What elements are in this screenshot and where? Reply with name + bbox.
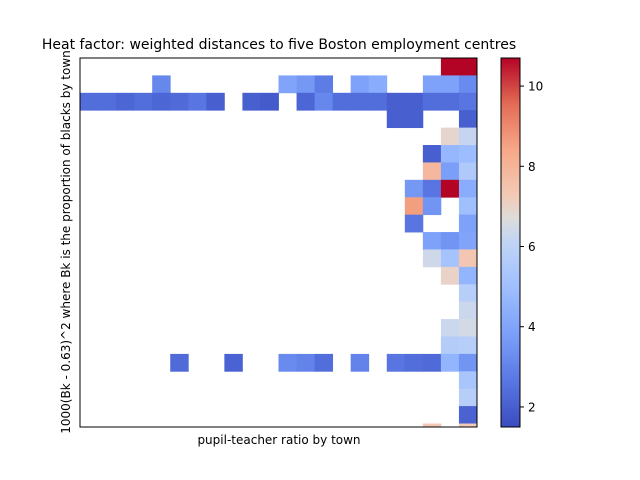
heatmap-cell xyxy=(296,353,315,372)
heatmap-cell xyxy=(404,197,424,216)
heatmap-cell xyxy=(386,110,406,129)
heatmap-cell xyxy=(422,249,442,268)
heatmap-cell xyxy=(350,75,370,94)
heatmap-cell xyxy=(116,92,135,111)
heatmap-cell xyxy=(224,353,243,372)
heatmap-cell xyxy=(260,92,279,111)
heatmap-cell xyxy=(368,75,388,94)
heatmap-cell xyxy=(458,406,478,424)
heatmap-cell xyxy=(458,423,478,427)
heatmap-cell xyxy=(296,92,315,111)
heatmap-cell xyxy=(404,179,424,198)
heatmap-cell xyxy=(404,353,424,372)
heatmap-cell xyxy=(242,92,261,111)
heatmap-cell xyxy=(440,162,460,181)
heatmap-cell xyxy=(458,162,478,181)
heatmap-cell xyxy=(458,58,478,76)
heatmap-cell xyxy=(170,92,189,111)
y-axis-label: 1000(Bk - 0.63)^2 where Bk is the propor… xyxy=(59,50,73,433)
plot-frame xyxy=(79,57,478,428)
heatmap-cell xyxy=(314,92,334,111)
heatmap-cell xyxy=(458,92,478,111)
heatmap-cell xyxy=(458,388,478,407)
heatmap-cell xyxy=(422,423,442,427)
colorbar-tick-label: 10 xyxy=(528,80,543,94)
heatmap-cell xyxy=(440,127,460,146)
heatmap-cell xyxy=(80,92,99,111)
heatmap-cell xyxy=(458,249,478,268)
colorbar xyxy=(500,57,521,428)
heatmap-cell xyxy=(458,232,478,250)
heatmap-cell xyxy=(170,353,189,372)
heatmap-cell xyxy=(458,75,478,94)
heatmap-cell xyxy=(458,110,478,129)
heatmap-cell xyxy=(440,75,460,94)
heatmap-cell xyxy=(278,353,297,372)
heatmap-cell xyxy=(368,92,388,111)
heatmap-cell xyxy=(404,214,424,233)
heatmap-cell xyxy=(458,319,478,337)
heatmap-cell xyxy=(386,353,406,372)
heatmap-cell xyxy=(350,353,370,372)
heatmap-cell xyxy=(188,92,207,111)
heatmap-cell xyxy=(152,92,171,111)
heatmap-cell xyxy=(458,266,478,285)
colorbar-tick-label: 4 xyxy=(528,320,536,334)
heatmap-cell xyxy=(440,353,460,372)
heatmap-cell xyxy=(152,75,171,94)
heatmap-cell xyxy=(314,75,334,94)
heatmap-cell xyxy=(440,145,460,163)
heatmap-cell xyxy=(440,266,460,285)
heatmap-cell xyxy=(458,197,478,216)
heatmap-cell xyxy=(458,127,478,146)
heatmap-cell xyxy=(440,249,460,268)
heatmap-cell xyxy=(440,319,460,337)
heatmap-cell xyxy=(278,75,297,94)
heatmap-cells xyxy=(80,58,478,427)
heatmap-cell xyxy=(386,92,406,111)
heatmap-cell xyxy=(422,232,442,250)
x-axis-label: pupil-teacher ratio by town xyxy=(197,433,360,447)
heatmap-cell xyxy=(440,179,460,198)
heatmap-cell xyxy=(440,232,460,250)
heatmap-cell xyxy=(422,162,442,181)
heatmap-cell xyxy=(296,75,315,94)
heatmap-cell xyxy=(458,336,478,355)
colorbar-ticks: 2 4 6 8 10 xyxy=(520,80,543,414)
colorbar-tick-label: 2 xyxy=(528,400,536,414)
heatmap-cell xyxy=(422,353,442,372)
heatmap-cell xyxy=(422,179,442,198)
chart-title: Heat factor: weighted distances to five … xyxy=(42,37,516,53)
heatmap-cell xyxy=(98,92,117,111)
heatmap-cell xyxy=(458,214,478,233)
heatmap-cell xyxy=(422,197,442,216)
colorbar-tick-label: 6 xyxy=(528,240,536,254)
heatmap-cell xyxy=(404,110,424,129)
heatmap-cell xyxy=(458,284,478,303)
heatmap-cell xyxy=(422,92,442,111)
heatmap-cell xyxy=(440,336,460,355)
heatmap-cell xyxy=(350,92,370,111)
heatmap-cell xyxy=(458,145,478,163)
heatmap-cell xyxy=(458,353,478,372)
heatmap-cell xyxy=(404,92,424,111)
heatmap-cell xyxy=(440,92,460,111)
heatmap-cell xyxy=(440,58,460,76)
heatmap-cell xyxy=(206,92,225,111)
heatmap-cell xyxy=(332,92,352,111)
heatmap-cell xyxy=(458,179,478,198)
heatmap-cell xyxy=(458,301,478,320)
heatmap-cell xyxy=(458,371,478,390)
heatmap-cell xyxy=(314,353,334,372)
heatmap-cell xyxy=(422,145,442,163)
colorbar-tick-label: 8 xyxy=(528,160,536,174)
heatmap-cell xyxy=(422,75,442,94)
heatmap-cell xyxy=(134,92,153,111)
